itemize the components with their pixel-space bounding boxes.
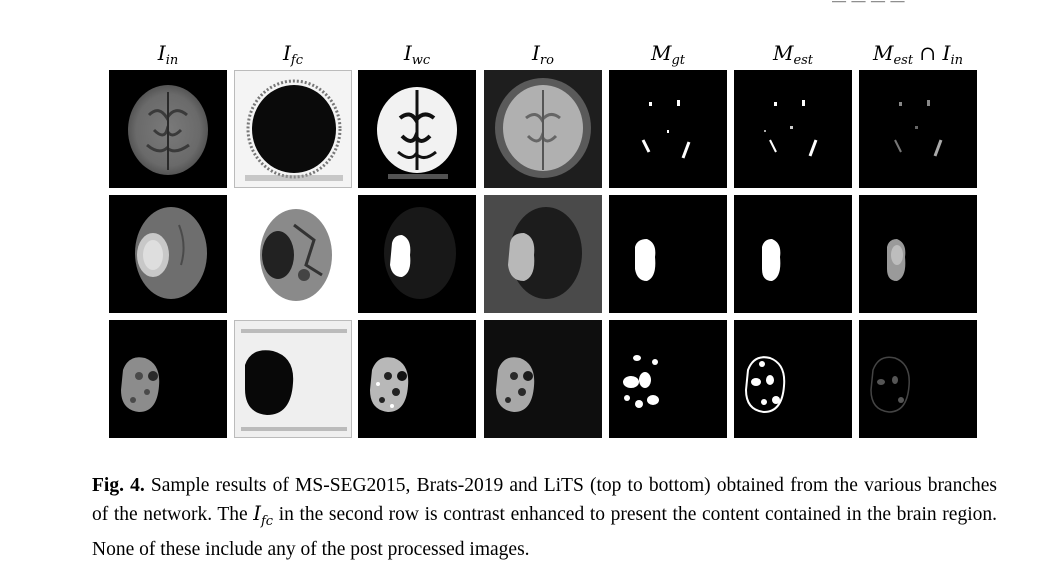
image-row3-i-ro <box>484 320 602 438</box>
image-row1-i-wc <box>358 70 476 188</box>
image-row2-i-fc <box>234 195 352 313</box>
image-row2-i-in <box>109 195 227 313</box>
image-row3-m-est-intersect-i-in <box>859 320 977 438</box>
caption-text-2: in the second row is contrast enhanced t… <box>92 504 997 560</box>
caption-math: Ifc <box>253 502 274 529</box>
figure-caption: Fig. 4. Sample results of MS-SEG2015, Br… <box>92 472 997 564</box>
column-header-i-ro: Iro <box>532 41 554 68</box>
image-row1-i-in <box>109 70 227 188</box>
image-row3-m-gt <box>609 320 727 438</box>
image-row3-i-fc <box>234 320 352 438</box>
column-header-i-wc: Iwc <box>403 41 431 68</box>
image-row1-m-est-intersect-i-in <box>859 70 977 188</box>
image-row3-i-in <box>109 320 227 438</box>
image-row3-m-est <box>734 320 852 438</box>
image-row2-m-est-intersect-i-in <box>859 195 977 313</box>
image-row2-i-ro <box>484 195 602 313</box>
column-header-m-gt: Mgt <box>650 41 686 68</box>
image-row3-i-wc <box>358 320 476 438</box>
image-row1-m-est <box>734 70 852 188</box>
image-row1-m-gt <box>609 70 727 188</box>
page-header-fragment: — — — — <box>832 0 1002 6</box>
column-header-m-est: Mest <box>772 41 814 68</box>
image-row1-i-ro <box>484 70 602 188</box>
image-row2-i-wc <box>358 195 476 313</box>
caption-text-1: Sample results of MS-SEG2015, Brats-2019… <box>92 475 997 525</box>
image-row2-m-est <box>734 195 852 313</box>
image-row2-m-gt <box>609 195 727 313</box>
column-header-i-in: Iin <box>157 41 179 68</box>
figure-label: Fig. 4. <box>92 475 145 496</box>
column-header-m-est-intersect-i-in: Mest ∩ Iin <box>873 41 963 68</box>
column-header-i-fc: Ifc <box>283 41 303 68</box>
image-row1-i-fc <box>234 70 352 188</box>
